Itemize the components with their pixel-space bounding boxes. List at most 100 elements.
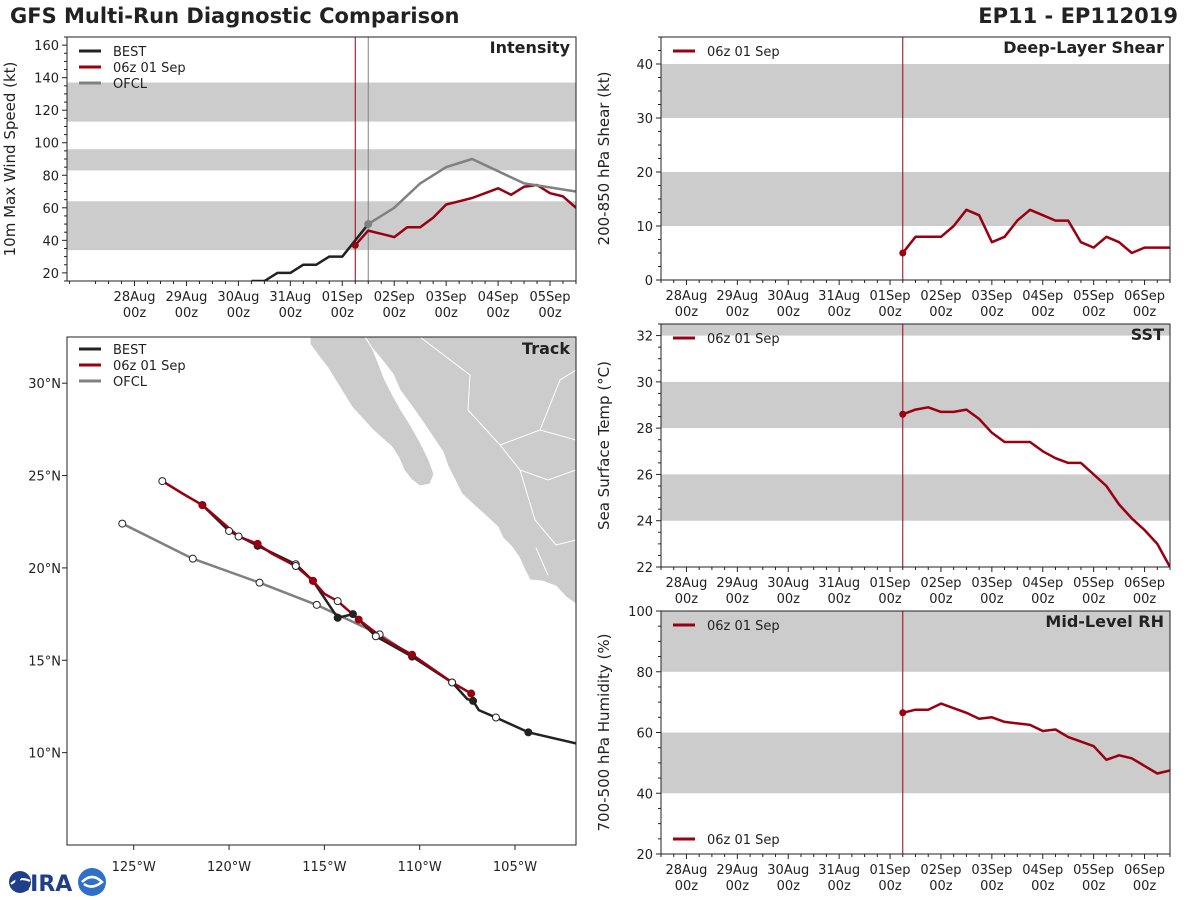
y-tick-label: 40 [636,787,653,802]
x-tick-label: 03Sep [971,576,1012,591]
axes-frame [660,323,1171,568]
y-tick-label: 0 [645,274,653,289]
x-tick-label: 00z [929,879,953,894]
y-tick-label: 100 [34,137,59,152]
y-tick-label: 80 [42,169,59,184]
x-tick-label: 00z [980,592,1004,607]
plot-area [67,37,576,281]
logo-text: CIRA [14,872,72,897]
track-solid-marker [333,613,342,622]
x-tick-label: 04Sep [1022,863,1063,878]
series-line-best [251,223,370,281]
series-line-run [902,406,1170,567]
x-tick-label: 03Sep [971,863,1012,878]
y-tick-label: 22 [636,561,653,576]
y-axis-label: 200-850 hPa Shear (kt) [595,72,613,246]
shaded-band [661,381,1170,429]
legend-label: BEST [113,45,146,60]
legend-label: 06z 01 Sep [707,833,780,848]
x-tick-label: 125°W [112,860,156,875]
x-tick-label: 00z [279,306,303,321]
x-tick-label: 30Aug [767,863,809,878]
y-tick-label: 28 [636,422,653,437]
x-tick-label: 00z [675,879,699,894]
y-tick-label: 100 [628,605,653,620]
legend-label: 06z 01 Sep [707,332,780,347]
y-tick-label: 140 [34,72,59,87]
plot-area [661,37,1170,280]
swirl-icon [78,868,106,896]
x-tick-label: 00z [929,592,953,607]
x-tick-label: 00z [1031,592,1055,607]
legend-label: BEST [113,343,146,358]
track-open-marker [312,600,321,609]
x-tick-label: 00z [726,592,750,607]
x-tick-label: 00z [980,305,1004,320]
x-tick-label: 05Sep [530,290,571,305]
x-tick-label: 00z [1082,879,1106,894]
y-tick-label: 20°N [28,562,61,577]
storm-identifier: EP11 - EP112019 [978,4,1178,28]
legend-label: 06z 01 Sep [113,359,186,374]
y-tick-label: 60 [636,727,653,742]
y-tick-label: 160 [34,39,59,54]
x-tick-label: 00z [331,306,355,321]
x-tick-label: 29Aug [165,290,207,305]
y-tick-label: 30 [636,112,653,127]
x-tick-label: 00z [878,305,902,320]
y-tick-label: 30 [636,376,653,391]
x-tick-label: 04Sep [478,290,519,305]
y-tick-label: 10 [636,220,653,235]
shaded-band [661,64,1170,118]
track-solid-marker [348,610,357,619]
series-start-point [899,709,907,717]
shaded-band [661,732,1170,794]
track-solid-marker [524,728,533,737]
chart-title: SST [1131,325,1164,344]
chart-title: Intensity [490,38,571,57]
x-tick-label: 31Aug [269,290,311,305]
x-tick-label: 00z [538,306,562,321]
y-axis-label: Sea Surface Temp (°C) [595,361,613,530]
baja-california [309,337,435,487]
x-tick-label: 28Aug [665,576,707,591]
chart-sst: 22242628303228Aug00z29Aug00z30Aug00z31Au… [595,323,1171,607]
legend-label: OFCL [113,375,148,390]
x-tick-label: 02Sep [374,290,415,305]
x-tick-label: 02Sep [920,289,961,304]
x-tick-label: 00z [175,306,199,321]
x-tick-label: 29Aug [716,576,758,591]
page-title: GFS Multi-Run Diagnostic Comparison [10,4,460,28]
ofcl-start-point [364,220,373,229]
chart-title: Mid-Level RH [1045,612,1164,631]
x-tick-label: 00z [726,305,750,320]
x-tick-label: 00z [1082,305,1106,320]
x-tick-label: 00z [777,305,801,320]
track-solid-marker [408,650,417,659]
chart-shear: 01020304028Aug00z29Aug00z30Aug00z31Aug00… [595,36,1171,320]
x-tick-label: 00z [777,592,801,607]
track-open-marker [234,532,243,541]
y-tick-label: 80 [636,666,653,681]
y-tick-label: 20 [636,848,653,863]
x-tick-label: 00z [227,306,251,321]
x-tick-label: 00z [726,879,750,894]
state-border-5 [539,369,576,431]
x-tick-label: 00z [486,306,510,321]
x-tick-label: 28Aug [665,863,707,878]
x-tick-label: 00z [929,305,953,320]
x-tick-label: 06Sep [1124,863,1165,878]
shaded-band [67,201,576,251]
series-line-ofcl [367,157,576,226]
x-tick-label: 00z [777,879,801,894]
track-open-marker [188,554,197,563]
state-border-1 [419,337,471,411]
x-tick-label: 01Sep [870,576,911,591]
series-start-point [899,410,907,418]
cira-logo: CIRA [9,868,106,897]
y-axis-label: 10m Max Wind Speed (kt) [1,62,19,257]
series-line-run [902,702,1170,775]
chart-rh: 2040608010028Aug00z29Aug00z30Aug00z31Aug… [595,605,1171,894]
track-solid-marker [198,501,207,510]
